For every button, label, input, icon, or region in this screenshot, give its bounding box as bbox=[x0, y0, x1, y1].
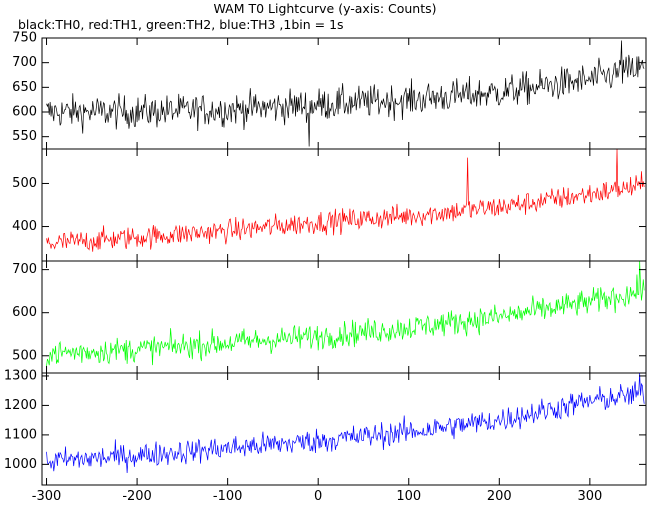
x-tick-label: 200 bbox=[487, 489, 512, 504]
y-tick-label: 700 bbox=[12, 262, 37, 277]
x-tick-label: 0 bbox=[314, 489, 322, 504]
y-tick-label: 500 bbox=[12, 348, 37, 363]
x-tick-label: 300 bbox=[577, 489, 602, 504]
series-line-th3 bbox=[46, 373, 645, 473]
y-tick-label: 700 bbox=[12, 55, 37, 70]
series-line-th2 bbox=[46, 261, 645, 367]
y-tick-label: 750 bbox=[12, 31, 37, 46]
panel-frame bbox=[41, 148, 647, 262]
y-tick-label: 1000 bbox=[4, 457, 37, 472]
y-tick-label: 1100 bbox=[4, 427, 37, 442]
y-tick-label: 500 bbox=[12, 176, 37, 191]
chart-title: WAM T0 Lightcurve (y-axis: Counts) bbox=[213, 1, 437, 16]
panel-frame bbox=[41, 260, 647, 374]
y-tick-label: 550 bbox=[12, 129, 37, 144]
panel-frame bbox=[41, 37, 647, 150]
panel-th2: 500 600 700 bbox=[12, 260, 647, 374]
panel-th0: 550 600 650 700 750 bbox=[12, 31, 647, 150]
x-tick-label: -300 bbox=[32, 489, 62, 504]
panel-th1: 400 500 bbox=[12, 148, 647, 262]
y-tick-label: 1300 bbox=[4, 368, 37, 383]
x-tick-label: 100 bbox=[396, 489, 421, 504]
x-tick-label: -200 bbox=[122, 489, 152, 504]
y-tick-label: 650 bbox=[12, 80, 37, 95]
panel-th3: 1000 1100 1200 1300 bbox=[4, 368, 647, 486]
chart-subtitle: black:TH0, red:TH1, green:TH2, blue:TH3 … bbox=[18, 17, 344, 32]
y-tick-label: 1200 bbox=[4, 398, 37, 413]
y-tick-label: 400 bbox=[12, 219, 37, 234]
y-tick-label: 600 bbox=[12, 105, 37, 120]
panel-frame bbox=[41, 372, 647, 486]
series-line-th1 bbox=[46, 149, 645, 252]
x-tick-label: -100 bbox=[213, 489, 243, 504]
series-line-th0 bbox=[46, 40, 645, 147]
y-tick-label: 600 bbox=[12, 305, 37, 320]
